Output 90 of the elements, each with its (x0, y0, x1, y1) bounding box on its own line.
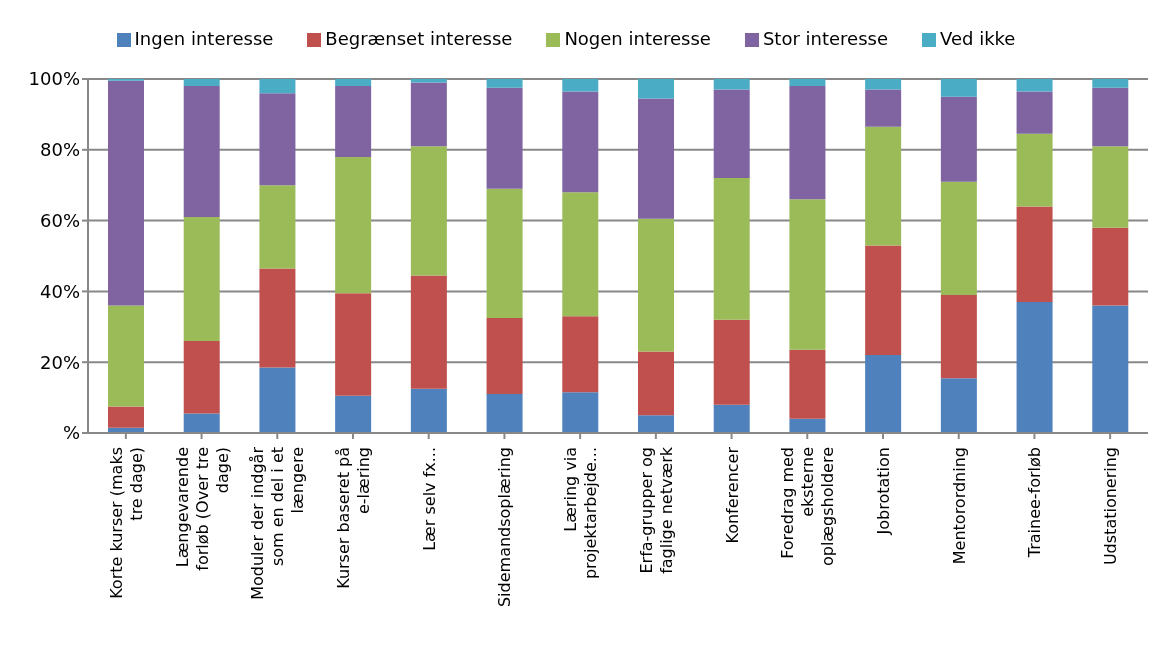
x-tick-label: Trainee-forløb (1025, 447, 1045, 559)
bar (183, 217, 220, 341)
bar (183, 79, 220, 87)
x-tick-label: Jobrotation (874, 447, 893, 536)
bar (562, 316, 599, 393)
bar (940, 79, 977, 97)
y-tick-label: % (62, 422, 80, 444)
bar (638, 98, 674, 219)
bar (638, 351, 674, 416)
bar (789, 79, 826, 87)
x-tick-label: Sidemandsoplæring (495, 447, 515, 608)
y-tick-label: 80% (39, 139, 80, 161)
legend-label: Ingen interesse (134, 28, 274, 49)
bar (940, 181, 977, 295)
bar (486, 87, 523, 189)
bar (789, 418, 826, 433)
legend-label: Begrænset interesse (325, 28, 513, 49)
y-tick-label: 60% (39, 209, 80, 231)
bar (865, 126, 902, 246)
bar (486, 188, 523, 318)
bar (789, 199, 826, 350)
bar (486, 394, 523, 433)
bar (335, 79, 372, 87)
bar (1016, 206, 1053, 303)
bar (183, 413, 220, 433)
bar (865, 89, 902, 127)
bar (1016, 91, 1053, 134)
bar (108, 80, 144, 306)
x-tick-label: Konferencer (722, 446, 742, 544)
bar (1092, 305, 1129, 433)
x-tick-label: Udstationering (1101, 447, 1121, 566)
bar (410, 82, 447, 147)
bar (335, 86, 372, 157)
bar (183, 340, 220, 414)
bar (940, 96, 977, 182)
bar (335, 293, 372, 396)
x-tick-label: Længevarende forløb (Over tre dage) (172, 447, 232, 571)
legend-label: Ved ikke (940, 28, 1016, 49)
bar (865, 79, 902, 90)
y-tick-label: 40% (39, 280, 80, 302)
bar (1016, 79, 1053, 92)
bar (562, 392, 599, 433)
bar (713, 79, 750, 90)
bar (108, 305, 144, 407)
bar (108, 406, 144, 428)
bar (713, 89, 750, 179)
bar (638, 415, 674, 433)
bar (1092, 146, 1129, 228)
bar (410, 79, 447, 83)
bar (713, 178, 750, 320)
bar (259, 367, 296, 433)
y-tick-label: 100% (28, 68, 80, 90)
legend-label: Stor interesse (762, 28, 889, 49)
bar (638, 79, 674, 99)
bar (713, 404, 750, 433)
x-tick-label: Lær selv fx... (419, 447, 439, 551)
bar (1092, 79, 1129, 88)
bar (259, 268, 296, 368)
bar (562, 192, 599, 317)
x-tick-label: Foredrag med eksterne oplægsholdere (778, 447, 838, 567)
bar (410, 275, 447, 389)
bar (789, 86, 826, 200)
x-tick-label: Korte kurser (maks tre dage) (106, 447, 146, 599)
bar (1092, 227, 1129, 306)
bar (1016, 133, 1053, 207)
bar (713, 319, 750, 405)
bar (1016, 302, 1053, 433)
y-tick-label: 20% (39, 351, 80, 373)
bar (562, 91, 599, 193)
bar (486, 79, 523, 88)
bar (259, 185, 296, 269)
bar (865, 355, 902, 433)
legend-label: Nogen interesse (564, 28, 711, 49)
bar (638, 218, 674, 352)
bar (562, 79, 599, 92)
bar (940, 294, 977, 379)
bar (865, 245, 902, 356)
bar (410, 388, 447, 433)
bar (335, 156, 372, 294)
bar (259, 79, 296, 94)
bar (259, 93, 296, 186)
bar (183, 86, 220, 218)
bar (335, 395, 372, 433)
bar (940, 378, 977, 433)
bar (1092, 87, 1129, 147)
bar (789, 349, 826, 419)
x-tick-label: Læring via projektarbejde... (561, 447, 601, 580)
bar (486, 317, 523, 395)
bar (410, 146, 447, 276)
x-tick-label: Mentorordning (949, 447, 969, 565)
